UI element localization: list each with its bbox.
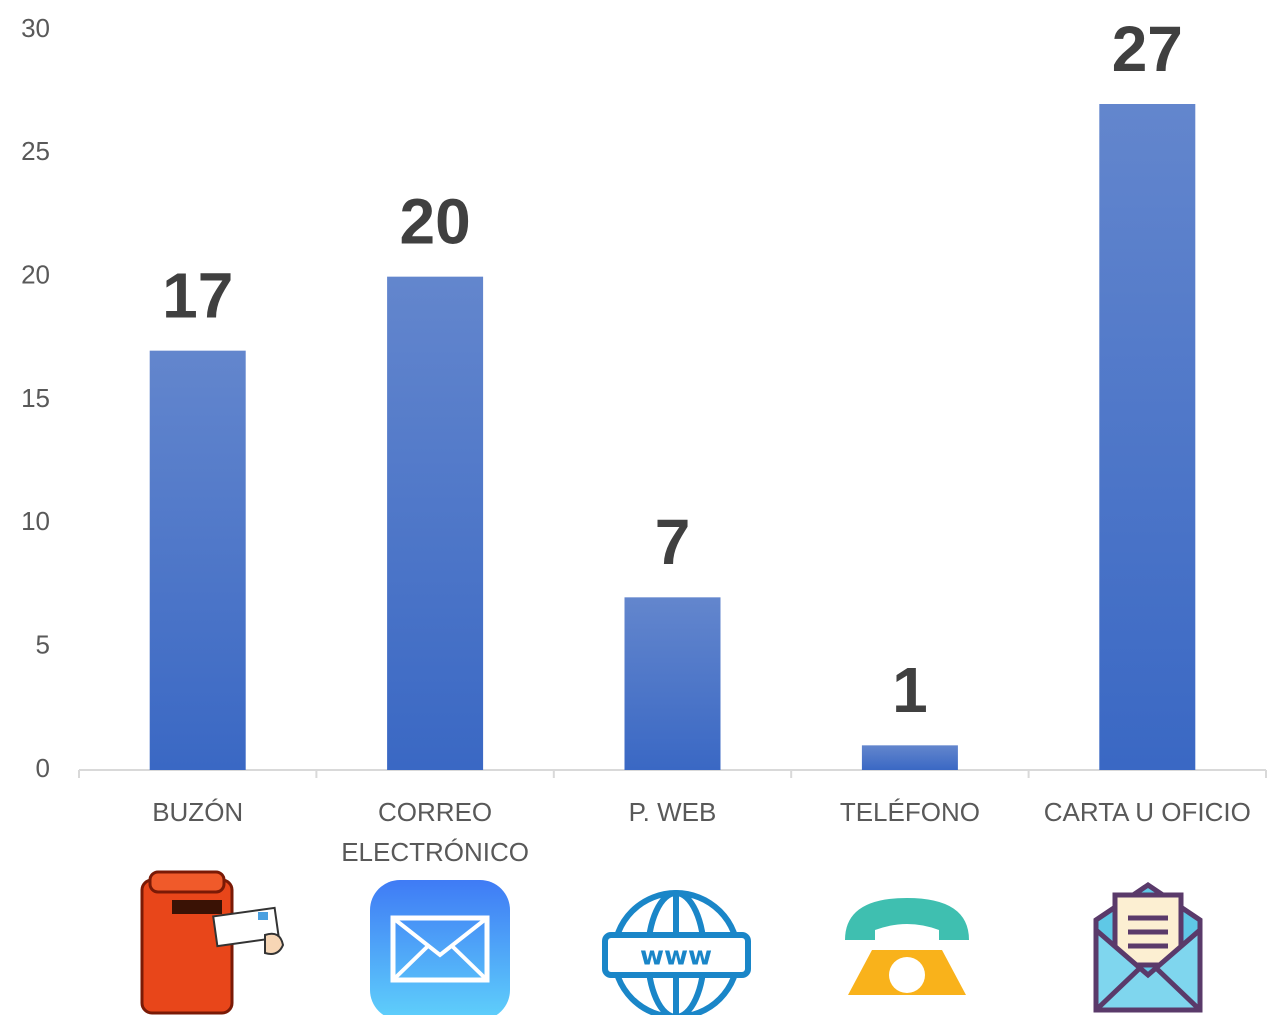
x-tick-label: BUZÓN bbox=[88, 792, 308, 832]
y-tick-label: 25 bbox=[21, 136, 50, 166]
bar bbox=[625, 597, 721, 770]
web-icon: www bbox=[605, 893, 748, 1015]
bar bbox=[387, 277, 483, 770]
data-label: 17 bbox=[162, 260, 233, 332]
y-tick-label: 10 bbox=[21, 506, 50, 536]
x-tick-label: TELÉFONO bbox=[800, 792, 1020, 832]
x-tick-label: CORREO ELECTRÓNICO bbox=[325, 792, 545, 872]
data-label: 7 bbox=[655, 506, 691, 578]
data-label: 1 bbox=[892, 654, 928, 726]
phone-icon bbox=[845, 898, 969, 995]
mail-icon bbox=[370, 880, 510, 1015]
mailbox-icon bbox=[142, 872, 283, 1013]
chart-svg: www 0 5 10 15 20 25 30 17 20 7 1 27 bbox=[0, 0, 1269, 1015]
letter-icon bbox=[1096, 885, 1200, 1010]
x-tick-label: CARTA U OFICIO bbox=[1037, 792, 1257, 832]
data-label: 20 bbox=[400, 186, 471, 258]
y-tick-label: 15 bbox=[21, 383, 50, 413]
svg-text:www: www bbox=[640, 942, 712, 972]
chart: www 0 5 10 15 20 25 30 17 20 7 1 27 BUZÓN CORREO ELE… bbox=[0, 0, 1269, 1015]
y-tick-label: 0 bbox=[36, 753, 50, 783]
bar bbox=[150, 351, 246, 770]
bar bbox=[1099, 104, 1195, 770]
y-tick-label: 30 bbox=[21, 13, 50, 43]
x-tick-label: P. WEB bbox=[563, 792, 783, 832]
y-tick-label: 5 bbox=[36, 630, 50, 660]
icons: www bbox=[142, 872, 1200, 1015]
bar bbox=[862, 745, 958, 770]
data-label: 27 bbox=[1112, 13, 1183, 85]
y-tick-label: 20 bbox=[21, 260, 50, 290]
